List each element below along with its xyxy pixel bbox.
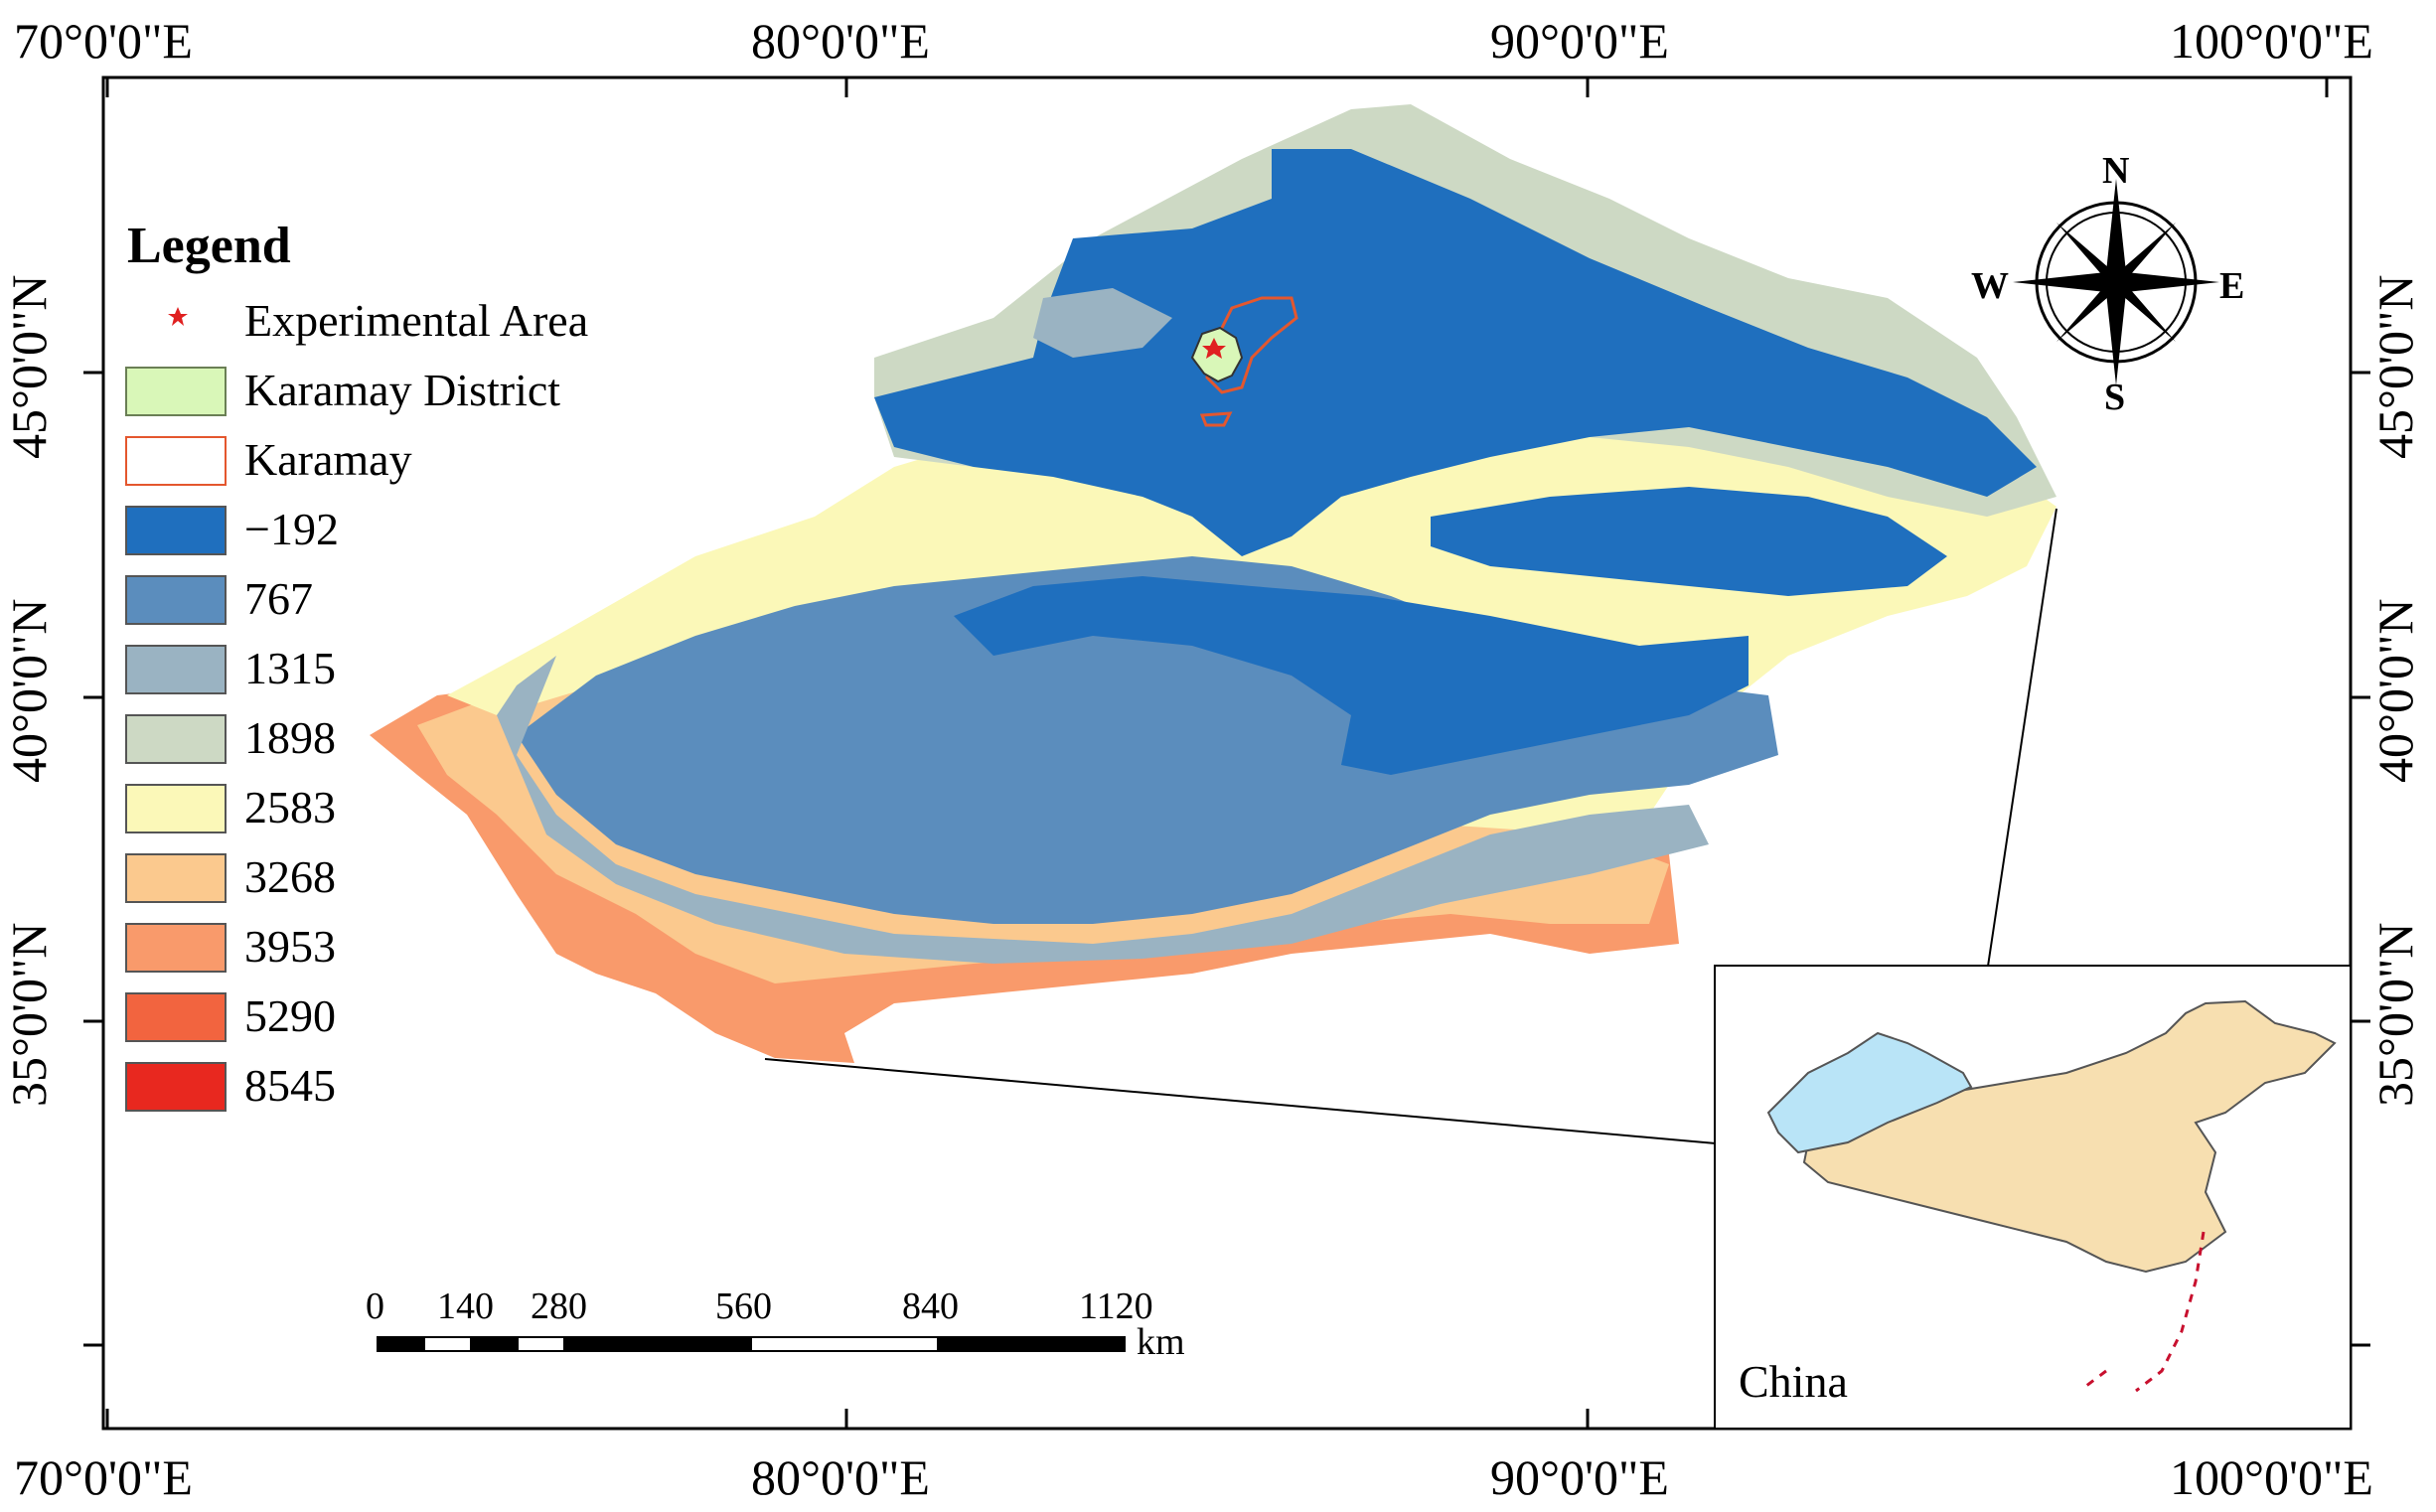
lon-label-bottom-100: 100°0'0"E [2170,1449,2373,1505]
legend-item-elev-3 [125,642,227,697]
legend-title: Legend [127,218,291,274]
legend-label-elev-1: −192 [244,504,339,554]
legend-label-experimental-area: Experimental Area [244,295,589,346]
lat-label-left-35: 35°0'0"N [1,922,57,1107]
legend-item-elev-6 [125,850,227,906]
legend-label-karamay-district: Karamay District [244,365,561,415]
lat-label-right-45: 45°0'0"N [2367,274,2423,459]
south-china-sea-dashes [2085,1231,2206,1393]
scale-unit: km [1137,1321,1185,1363]
legend-item-karamay [125,433,227,489]
lat-label-left-40: 40°0'0"N [1,598,57,783]
legend-item-elev-9 [125,1059,227,1115]
lon-label-top-90: 90°0'0"E [1490,13,1669,69]
legend-item-elev-1 [125,503,227,558]
junggar-basin [874,149,2037,556]
scale-tick-560: 560 [715,1285,772,1327]
map-frame [101,76,2353,1431]
compass-rose [2013,179,2219,385]
legend-point-icon [168,307,188,326]
legend-label-elev-2: 767 [244,573,313,624]
scale-tick-1120: 1120 [1079,1285,1153,1327]
experimental-area-marker [1202,338,1226,359]
lat-label-left-45: 45°0'0"N [1,274,57,459]
lon-label-bottom-90: 90°0'0"E [1490,1449,1669,1505]
legend-label-elev-6: 3268 [244,851,336,902]
legend-item-elev-5 [125,781,227,836]
scale-tick-0: 0 [366,1285,384,1327]
lon-label-top-100: 100°0'0"E [2170,13,2373,69]
legend-label-elev-4: 1898 [244,712,336,763]
lon-label-top-70: 70°0'0"E [14,13,193,69]
scale-bar [377,1336,1126,1352]
scale-tick-280: 280 [531,1285,587,1327]
legend-label-elev-5: 2583 [244,782,336,832]
scale-tick-140: 140 [437,1285,494,1327]
legend-item-elev-2 [125,572,227,628]
lon-label-top-80: 80°0'0"E [751,13,930,69]
compass-label-n: N [2102,150,2130,192]
graticule-ticks [83,77,2370,1429]
legend-label-elev-7: 3953 [244,921,336,972]
tarim-basin-1315-rim [497,656,1709,964]
karamay-south-outline [1199,411,1233,427]
compass-label-s: S [2104,377,2126,418]
turpan-basin [1431,487,1947,596]
scale-tick-840: 840 [902,1285,959,1327]
xinjiang-inset [1766,1031,1973,1154]
legend-label-elev-8: 5290 [244,990,336,1041]
lat-label-right-40: 40°0'0"N [2367,598,2423,783]
legend-item-elev-4 [125,711,227,767]
lon-label-bottom-80: 80°0'0"E [751,1449,930,1505]
inset-leader-bottom [764,1058,1795,1151]
lat-label-right-35: 35°0'0"N [2367,922,2423,1107]
legend-label-karamay: Karamay [244,434,412,485]
lon-label-bottom-70: 70°0'0"E [14,1449,193,1505]
legend-label-elev-9: 8545 [244,1060,336,1111]
legend-item-elev-7 [125,920,227,976]
legend-label-elev-3: 1315 [244,643,336,693]
taklamakan-low [954,576,1749,775]
legend-item-elev-8 [125,989,227,1045]
inset-label-china: China [1739,1356,1848,1407]
legend-item-karamay-district [125,364,227,419]
compass-label-e: E [2219,265,2245,307]
basins [497,149,2037,964]
china-mainland [1802,999,2337,1274]
compass-label-w: W [1971,265,2009,307]
ili-valley [1033,288,1172,358]
